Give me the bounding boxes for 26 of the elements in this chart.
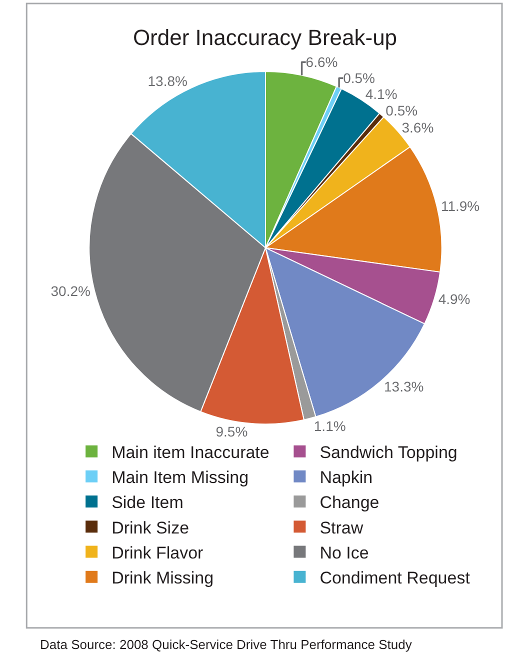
data-label: 6.6%	[306, 54, 338, 70]
legend-label: Drink Flavor	[112, 543, 204, 562]
chart-title: Order Inaccuracy Break-up	[132, 25, 398, 50]
legend-label: Condiment Request	[320, 568, 470, 588]
legend-label: Straw	[320, 518, 364, 538]
data-label: 30.2%	[50, 283, 90, 300]
legend-label: Main item Inaccurate	[112, 442, 270, 462]
data-label: 13.3%	[384, 378, 424, 394]
legend-label: Change	[320, 493, 380, 512]
source-note: Data Source: 2008 Quick-Service Drive Thru Performance Study	[40, 637, 412, 652]
data-label: 13.8%	[148, 73, 188, 90]
legend-label: No Ice	[320, 543, 369, 562]
legend-label: Sandwich Topping	[320, 442, 458, 462]
data-label: 0.5%	[343, 70, 375, 86]
legend-label: Drink Size	[112, 518, 190, 538]
legend-label: Drink Missing	[112, 568, 214, 588]
data-label: 11.9%	[440, 198, 480, 214]
legend-label: Main Item Missing	[112, 468, 249, 488]
data-label: 1.1%	[314, 418, 346, 434]
data-label: 9.5%	[216, 423, 248, 440]
legend-label: Side Item	[112, 493, 184, 512]
data-label: 3.6%	[402, 120, 434, 136]
data-label: 4.1%	[365, 86, 398, 102]
data-label: 0.5%	[386, 102, 418, 119]
legend-label: Napkin	[320, 468, 373, 488]
data-label: 4.9%	[438, 291, 470, 308]
